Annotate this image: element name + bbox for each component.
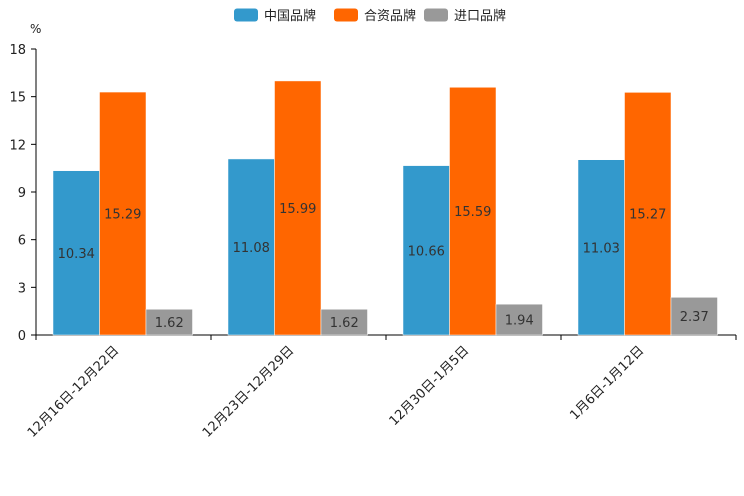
legend: 中国品牌 合资品牌 进口品牌 — [234, 8, 506, 24]
bar-value-label: 1.62 — [155, 316, 184, 331]
y-tick-label: 12 — [9, 138, 26, 153]
bar — [320, 309, 368, 336]
legend-label: 合资品牌 — [364, 8, 416, 24]
x-category-label: 12月16日-12月22日 — [25, 343, 122, 440]
legend-label: 进口品牌 — [454, 8, 506, 24]
bar-value-label: 11.03 — [583, 241, 620, 256]
bar — [577, 159, 625, 336]
bar — [495, 303, 543, 336]
y-tick-label: 18 — [9, 43, 26, 58]
bar-value-label: 15.99 — [279, 202, 316, 217]
bar — [670, 297, 718, 336]
legend-label: 中国品牌 — [264, 8, 316, 24]
bars — [52, 80, 718, 336]
bar — [274, 80, 322, 336]
y-tick-label: 6 — [18, 234, 26, 249]
bar — [145, 309, 193, 336]
x-category-label: 12月30日-1月5日 — [387, 343, 473, 429]
legend-swatch — [334, 8, 358, 22]
bar — [227, 158, 275, 336]
y-axis-unit-label: % — [30, 22, 41, 36]
bar-value-label: 10.66 — [408, 244, 445, 259]
x-category-label: 1月6日-1月12日 — [567, 343, 647, 423]
y-tick-label: 15 — [9, 91, 26, 106]
legend-swatch — [424, 8, 448, 22]
bar-value-label: 15.29 — [104, 208, 141, 223]
data-labels: 10.34 11.08 10.66 11.03 15.29 15.99 15.59 15.27… — [58, 202, 709, 331]
legend-swatch — [234, 8, 258, 22]
bar — [52, 170, 100, 336]
bar — [99, 91, 147, 336]
bar-value-label: 15.59 — [454, 205, 491, 220]
bar-value-label: 10.34 — [58, 247, 95, 262]
bar — [624, 92, 672, 336]
bar-value-label: 15.27 — [629, 208, 666, 223]
x-category-label: 12月23日-12月29日 — [200, 343, 297, 440]
bar-value-label: 1.94 — [505, 314, 534, 329]
y-tick-label: 0 — [18, 329, 26, 344]
bar-value-label: 2.37 — [680, 310, 709, 325]
bar — [449, 87, 497, 336]
y-tick-label: 9 — [18, 186, 26, 201]
bar-value-label: 11.08 — [233, 241, 270, 256]
bar-value-label: 1.62 — [330, 316, 359, 331]
y-tick-label: 3 — [18, 281, 26, 296]
